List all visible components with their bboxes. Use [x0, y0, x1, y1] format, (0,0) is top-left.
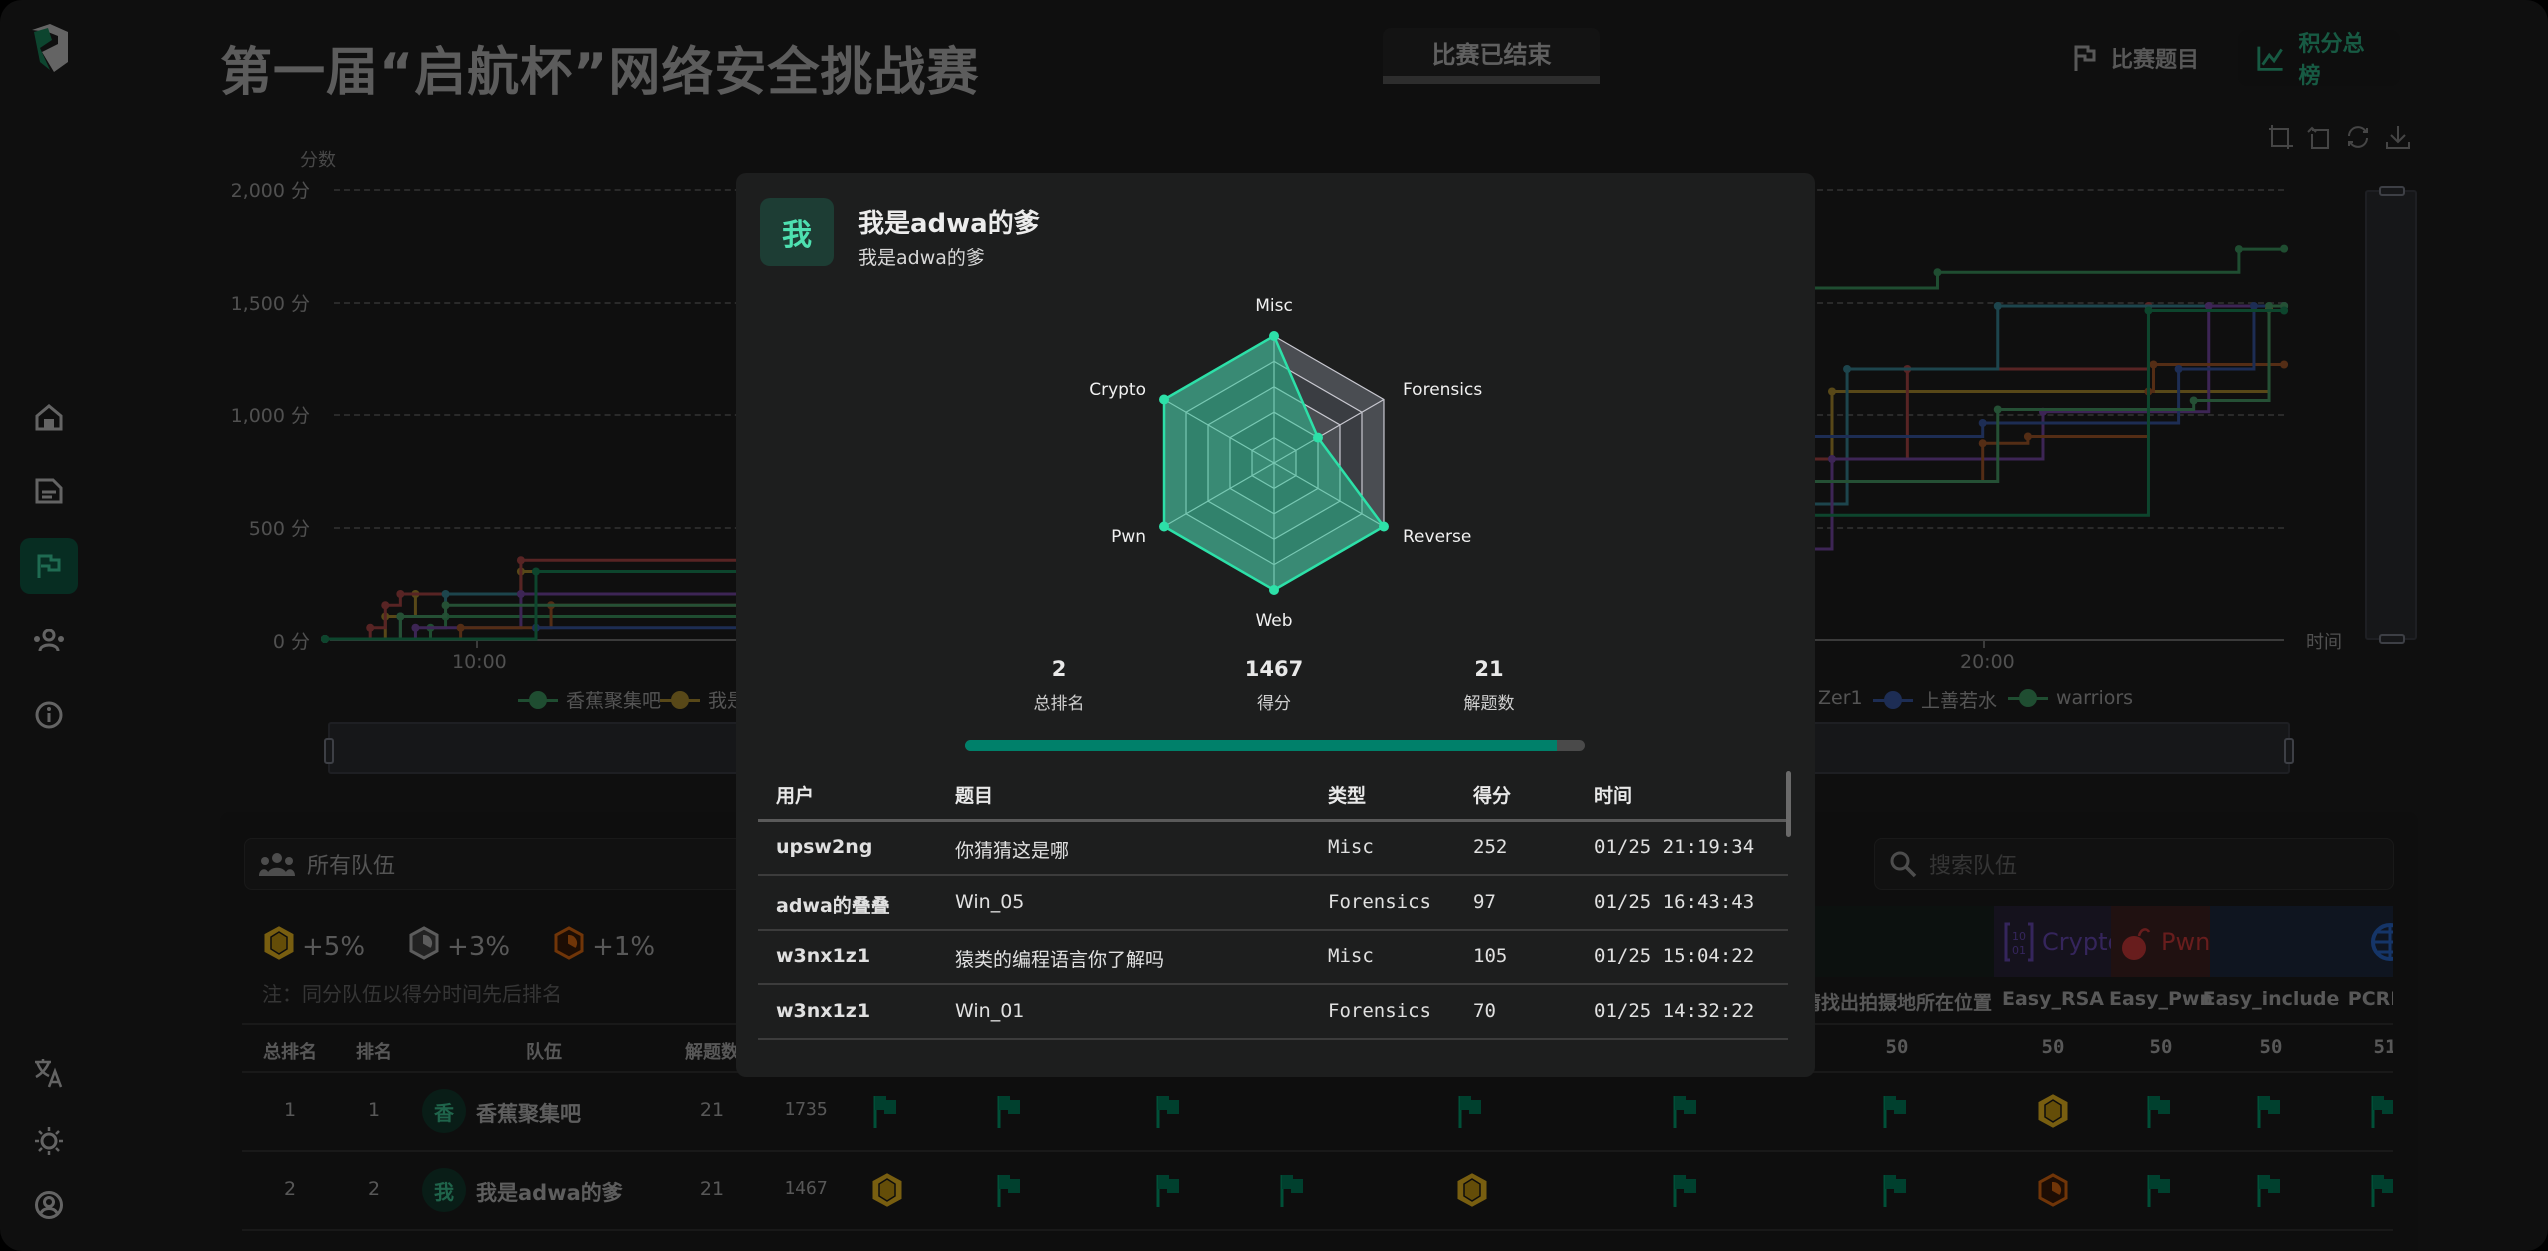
stat-solved: 21 解题数 [1389, 657, 1589, 714]
team-avatar: 我 [760, 198, 834, 266]
stat-value: 1467 [1244, 657, 1304, 681]
divider [758, 819, 1788, 822]
th-challenge: 题目 [955, 785, 994, 807]
stat-score: 1467 得分 [1174, 657, 1374, 714]
divider [758, 874, 1788, 876]
team-subtitle: 我是adwa的爹 [858, 247, 985, 269]
solve-user: upsw2ng [776, 836, 873, 858]
team-detail-modal: 我 我是adwa的爹 我是adwa的爹 Misc Forensics Reverse… [736, 173, 1815, 1077]
stat-label: 解题数 [1463, 694, 1515, 714]
team-name: 我是adwa的爹 [858, 209, 1040, 239]
stat-label: 得分 [1257, 694, 1291, 714]
th-user: 用户 [776, 785, 815, 807]
score-progress-bar [965, 740, 1585, 751]
solve-time: 01/25 21:19:34 [1594, 836, 1755, 858]
solve-time: 01/25 16:43:43 [1594, 890, 1755, 913]
radar-point[interactable] [1312, 432, 1323, 443]
solve-score: 70 [1473, 1000, 1496, 1023]
solve-user: w3nx1z1 [776, 945, 871, 968]
solve-score: 105 [1473, 945, 1508, 968]
solve-score: 97 [1473, 890, 1496, 913]
solve-challenge: 猿类的编程语言你了解吗 [955, 949, 1165, 972]
th-type: 类型 [1328, 785, 1367, 807]
th-time: 时间 [1594, 785, 1633, 807]
radar-label-reverse: Reverse [1403, 527, 1472, 547]
radar-point[interactable] [1378, 521, 1389, 532]
radar-label-web: Web [1255, 611, 1293, 631]
radar-point[interactable] [1269, 331, 1279, 341]
radar-point[interactable] [1159, 521, 1170, 532]
solve-score: 252 [1473, 836, 1508, 858]
divider [758, 1038, 1788, 1041]
solve-time: 01/25 15:04:22 [1594, 945, 1755, 968]
solve-user: adwa的叠叠 [776, 894, 890, 917]
solve-type: Misc [1328, 945, 1374, 968]
solve-type: Forensics [1328, 890, 1431, 913]
solve-challenge: 你猜猜这是哪 [955, 840, 1070, 862]
scrollbar[interactable] [1786, 771, 1791, 837]
divider [758, 928, 1788, 931]
radar-label-crypto: Crypto [1089, 380, 1146, 400]
radar-label-pwn: Pwn [1111, 527, 1146, 547]
solve-challenge: Win_01 [955, 1000, 1025, 1023]
solve-challenge: Win_05 [955, 890, 1025, 913]
solve-time: 01/25 14:32:22 [1594, 1000, 1755, 1023]
radar-point[interactable] [1269, 585, 1279, 595]
divider [758, 983, 1788, 986]
progress-fill [965, 740, 1558, 751]
solve-type: Misc [1328, 836, 1374, 858]
stat-label: 总排名 [1033, 694, 1085, 714]
radar-label-misc: Misc [1255, 296, 1293, 316]
stat-value: 2 [1051, 657, 1067, 681]
radar-point[interactable] [1159, 394, 1170, 405]
stat-value: 21 [1474, 657, 1504, 681]
radar-label-forensics: Forensics [1403, 380, 1483, 400]
solve-user: w3nx1z1 [776, 1000, 871, 1023]
solve-type: Forensics [1328, 1000, 1431, 1023]
th-score: 得分 [1473, 785, 1512, 807]
stat-overall-rank: 2 总排名 [959, 657, 1159, 714]
radar-chart [1159, 331, 1389, 595]
